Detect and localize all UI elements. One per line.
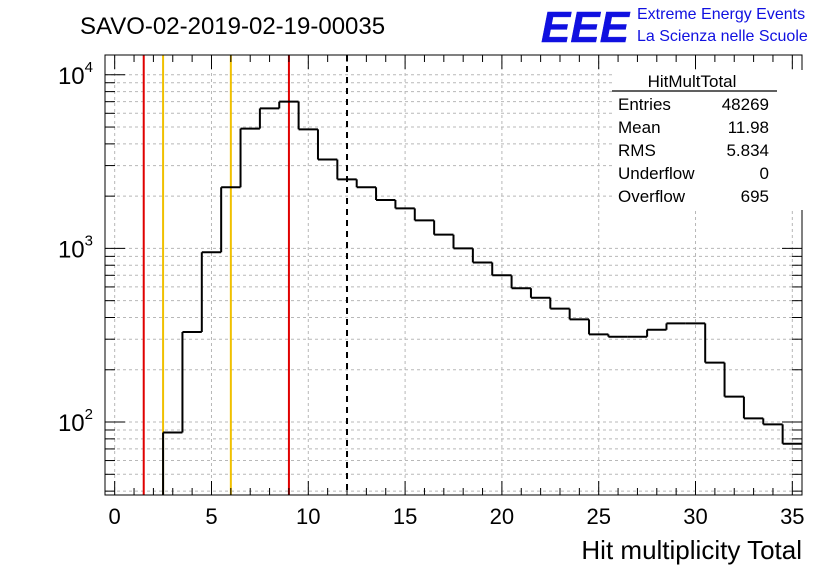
stats-row-value: 695: [741, 187, 769, 206]
y-tick-label: 103: [58, 232, 93, 263]
stats-box: HitMultTotal Entries 48269 Mean 11.98 RMS 5.8…: [612, 70, 806, 210]
histogram-bars: [162, 100, 802, 495]
stats-row-label: Overflow: [618, 187, 686, 206]
x-tick-label: 35: [780, 504, 804, 529]
stats-row-label: Entries: [618, 95, 671, 114]
stats-row-label: Underflow: [618, 164, 695, 183]
logo-line1: Extreme Energy Events: [637, 6, 805, 23]
x-tick-label: 20: [490, 504, 514, 529]
x-tick-label: 10: [296, 504, 320, 529]
stats-box-background: [612, 70, 806, 210]
stats-row-value: 48269: [722, 95, 769, 114]
x-tick-labels: 0 5 10 15 20 25 30 35: [109, 504, 805, 529]
x-tick-label: 30: [683, 504, 707, 529]
stats-row-label: Mean: [618, 118, 661, 137]
stats-rows: Entries 48269 Mean 11.98 RMS 5.834 Underflow 0 O…: [618, 95, 769, 206]
eee-logo: EEE Extreme Energy Events La Scienza nel…: [541, 3, 808, 53]
stats-row-label: RMS: [618, 141, 656, 160]
x-tick-label: 15: [393, 504, 417, 529]
logo-line2: La Scienza nelle Scuole: [637, 28, 808, 45]
stats-row-value: 5.834: [726, 141, 769, 160]
x-tick-label: 25: [586, 504, 610, 529]
stats-row-value: 11.98: [728, 118, 769, 137]
logo-mark: EEE: [541, 3, 631, 52]
stats-row-value: 0: [760, 164, 769, 183]
y-tick-labels: 102 103 104: [58, 59, 93, 437]
x-tick-label: 5: [205, 504, 217, 529]
y-tick-label: 104: [58, 59, 93, 90]
chart-title: SAVO-02-2019-02-19-00035: [80, 13, 385, 40]
marker-lines: [142, 55, 349, 495]
x-tick-label: 0: [109, 504, 121, 529]
y-tick-label: 102: [58, 406, 93, 437]
x-axis-label: Hit multiplicity Total: [581, 535, 802, 565]
stats-title: HitMultTotal: [648, 72, 737, 91]
